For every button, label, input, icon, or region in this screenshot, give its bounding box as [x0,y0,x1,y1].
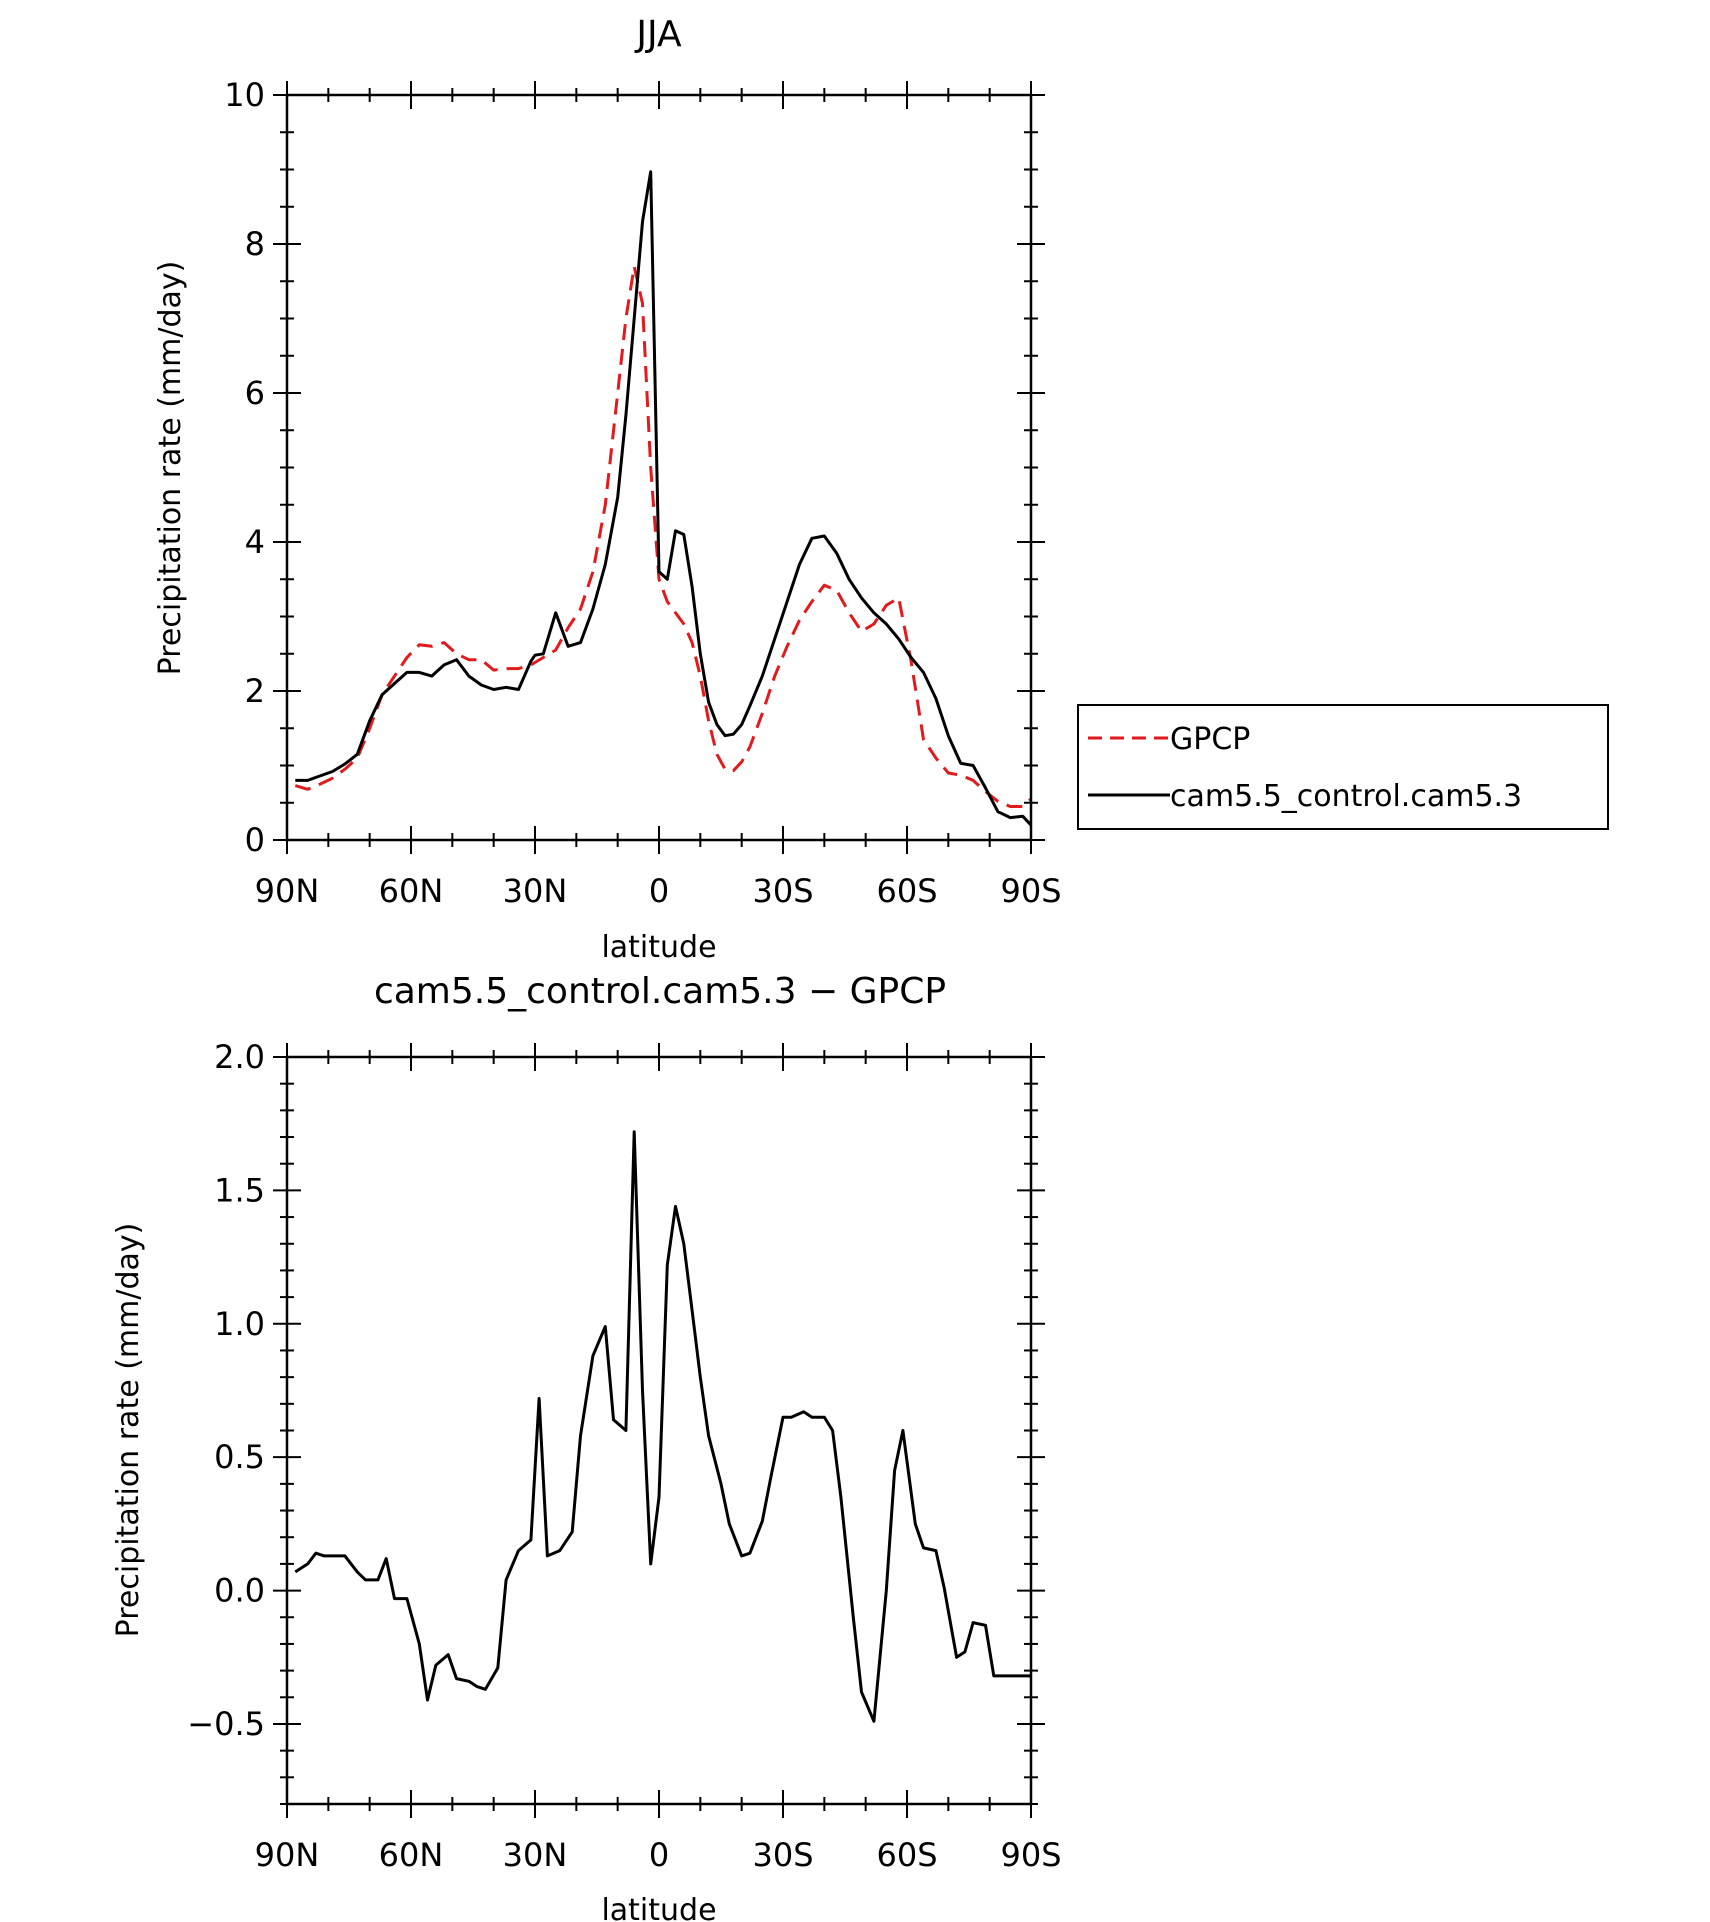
series-line-cam5-5-control-cam5-3 [295,170,1033,827]
x-tick-label: 30S [752,1836,813,1874]
legend-label-model: cam5.5_control.cam5.3 [1170,779,1522,814]
x-tick-label: 0 [649,1836,669,1874]
x-tick-label: 60N [379,1836,444,1874]
x-tick-label: 30S [752,872,813,910]
y-tick-label: 6 [245,374,265,412]
legend: GPCP cam5.5_control.cam5.3 [1077,704,1609,830]
x-tick-label: 60S [876,872,937,910]
y-tick-label: 4 [245,523,265,561]
chart-panel-bottom: cam5.5_control.cam5.3 − GPCP −0.5 0.0 0.5 1… [111,971,1062,1922]
y-tick-label: 1.5 [214,1171,265,1209]
chart-title: JJA [634,14,682,55]
y-tick-label: 2.0 [214,1038,265,1076]
series-line-gpcp [294,264,1033,808]
series-group [294,170,1033,827]
y-axis-label: Precipitation rate (mm/day) [111,1223,146,1638]
chart-title: cam5.5_control.cam5.3 − GPCP [374,971,946,1012]
x-axis-label: latitude [601,1893,716,1922]
y-axis-label: Precipitation rate (mm/day) [153,261,188,676]
series-line-0 [294,1130,1031,1723]
y-tick-label: 10 [224,76,265,114]
x-tick-label: 90N [255,1836,320,1874]
chart-panel-top: JJA 0 2 4 6 8 10 90N 60N 30N 0 30S 60S 90S latitude… [153,14,1609,965]
x-tick-label: 60N [379,872,444,910]
y-tick-label: −0.5 [187,1705,265,1743]
y-tick-label: 0 [245,821,265,859]
legend-label-gpcp: GPCP [1170,722,1250,757]
x-tick-label: 90S [1000,872,1061,910]
x-tick-label: 90S [1000,1836,1061,1874]
y-tick-label: 1.0 [214,1305,265,1343]
series-group [294,1130,1031,1723]
y-tick-label: 2 [245,672,265,710]
y-tick-label: 0.5 [214,1438,265,1476]
x-tick-label: 0 [649,872,669,910]
plot-frame [285,1055,1033,1806]
y-tick-label: 8 [245,225,265,263]
plot-frame [285,93,1033,842]
legend-box [1077,704,1609,830]
x-tick-label: 30N [503,1836,568,1874]
y-axis-ticks: 0 2 4 6 8 10 [224,76,1045,859]
x-axis-label: latitude [601,930,716,965]
x-axis-ticks: 90N 60N 30N 0 30S 60S 90S [255,1043,1062,1874]
y-tick-label: 0.0 [214,1572,265,1610]
x-tick-label: 60S [876,1836,937,1874]
x-tick-label: 90N [255,872,320,910]
x-tick-label: 30N [503,872,568,910]
